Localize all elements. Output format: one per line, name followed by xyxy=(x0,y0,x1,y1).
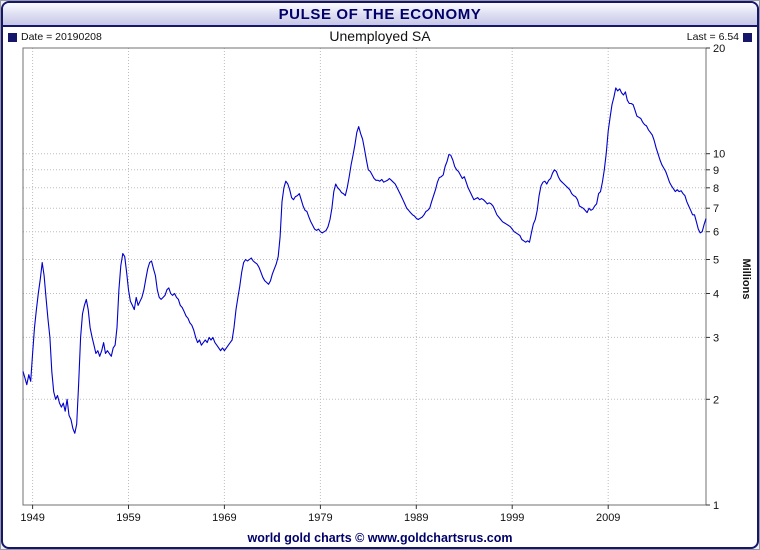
y-tick-label: 9 xyxy=(713,165,719,177)
chart-plot: 1 2 3 4 5 6 7 8 9 10 20 1949 1959 1969 1979 1989 1999 200… xyxy=(20,43,752,524)
date-swatch-icon xyxy=(8,32,17,42)
y-tick-label: 20 xyxy=(713,43,725,55)
last-swatch-icon xyxy=(743,32,752,42)
y-tick-label: 1 xyxy=(713,500,719,512)
y-tick-label: 4 xyxy=(713,289,719,301)
footer-credit: world gold charts © www.goldchartsrus.co… xyxy=(247,531,513,545)
x-tick-label: 1949 xyxy=(20,512,44,524)
x-tick-label: 1999 xyxy=(500,512,524,524)
y-axis-title: Millions xyxy=(740,259,752,300)
x-tick-label: 2009 xyxy=(596,512,620,524)
plot-border xyxy=(22,47,707,506)
y-tick-label: 6 xyxy=(713,227,719,239)
y-tick-label: 2 xyxy=(713,394,719,406)
x-tick-label: 1979 xyxy=(308,512,332,524)
y-tick-label: 7 xyxy=(713,203,719,215)
y-tick-label: 8 xyxy=(713,183,719,195)
chart-subtitle: Unemployed SA xyxy=(329,28,431,44)
x-tick-label: 1989 xyxy=(404,512,428,524)
y-tick-label: 3 xyxy=(713,332,719,344)
date-group: Date = 20190208 xyxy=(8,31,102,43)
x-tick-label: 1959 xyxy=(116,512,140,524)
last-group: Last = 6.54 xyxy=(687,31,752,43)
chart-header: Date = 20190208 Unemployed SA Last = 6.5… xyxy=(3,27,757,47)
x-tick-label: 1969 xyxy=(212,512,236,524)
y-tick-label: 10 xyxy=(713,149,725,161)
unemployment-line xyxy=(22,87,707,434)
last-value-label: Last = 6.54 xyxy=(686,31,739,43)
y-tick-label: 5 xyxy=(713,255,719,267)
title-bar: PULSE OF THE ECONOMY xyxy=(3,3,757,27)
date-label: Date = 20190208 xyxy=(21,31,102,43)
page-title: PULSE OF THE ECONOMY xyxy=(278,5,482,23)
